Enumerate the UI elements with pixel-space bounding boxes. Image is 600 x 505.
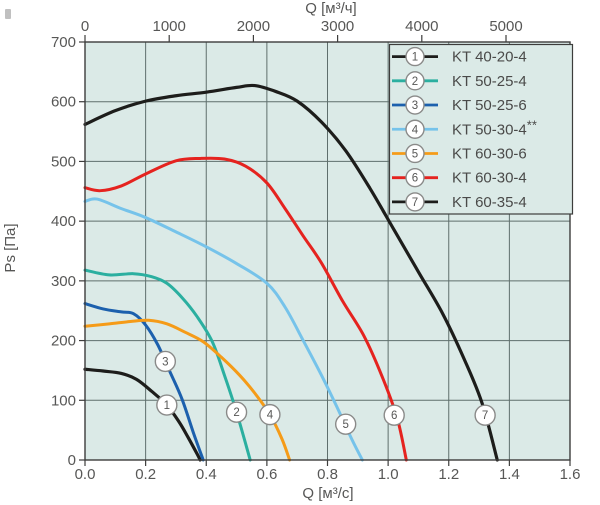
left-axis-tick-label: 600 [51,94,76,111]
legend-number-circle-icon [405,143,425,164]
legend-number-circle-icon [405,95,425,115]
legend-item-kt-50-30-4: 4 KT 50-30-4** [392,117,537,139]
bottom-axis-tick-label: 0.2 [135,466,156,483]
scan-artifact-mark [5,9,11,19]
curve-marker-6: 6 [383,404,405,426]
legend-item-kt-50-25-6: 3 KT 50-25-6 [392,95,527,115]
marker-number: 4 [267,410,274,422]
legend-item-kt-60-35-4: 7 KT 60-35-4 [392,192,527,212]
curve-marker-4: 4 [259,403,281,426]
legend-item-kt-40-20-4: 1 KT 40-20-4 [392,46,527,67]
legend-label: KT 60-30-6 [452,145,527,162]
legend-number-circle-icon [405,167,425,188]
legend-label: KT 50-25-4 [452,73,527,90]
bottom-axis-tick-label: 0.8 [317,466,338,483]
marker-circle-icon [334,413,357,435]
legend-label: KT 50-30-4** [452,117,537,138]
legend-item-kt-60-30-6: 5 KT 60-30-6 [392,143,527,164]
legend-label: KT 60-35-4 [452,194,527,211]
marker-number: 3 [162,356,168,368]
top-axis-tick-label: 1000 [153,18,186,35]
legend-number: 7 [412,197,418,209]
bottom-axis: 0.0 0.2 0.4 0.6 0.8 1.0 1.2 1.4 1.6 [75,460,581,483]
left-axis-tick-label: 0 [68,452,76,469]
marker-number: 2 [233,407,239,419]
legend: 1 KT 40-20-4 2 KT 50-25-4 3 KT 50-25-6 4 KT 50-… [388,43,574,215]
curve-kt-50-30-4 [83,197,364,462]
marker-number: 5 [342,419,348,431]
bottom-axis-tick-label: 0.6 [256,466,277,483]
curve-kt-60-30-4 [83,156,408,462]
left-axis-tick-label: 500 [51,153,76,170]
bottom-axis-tick-label: 1.0 [378,466,399,483]
left-axis-tick-label: 400 [51,213,76,230]
top-axis-tick-label: 3000 [321,18,354,35]
top-axis-tick-label: 2000 [237,18,270,35]
marker-circle-icon [225,401,248,423]
curve-kt-50-25-4 [83,268,252,462]
left-axis-tick-label: 300 [51,273,76,290]
bottom-axis-tick-label: 0.4 [196,466,217,483]
curve-marker-5: 5 [334,413,357,435]
legend-number-circle-icon [405,71,425,91]
top-axis-title: Q [м³/ч] [305,0,356,17]
marker-circle-icon [259,403,281,426]
marker-circle-icon [156,394,178,416]
legend-number: 4 [412,124,419,136]
marker-circle-icon [474,404,496,426]
curve-markers: 1 2 3 4 5 6 7 [154,350,496,435]
top-axis-tick-label: 4000 [405,18,438,35]
marker-number: 7 [482,410,488,422]
curve-marker-1: 1 [156,394,178,416]
legend-number: 3 [412,100,418,112]
bottom-axis-tick-label: 1.2 [438,466,459,483]
bottom-axis-tick-label: 0.0 [75,466,96,483]
curve-marker-3: 3 [154,350,177,373]
left-axis-tick-label: 200 [51,333,76,350]
legend-label: KT 40-20-4 [452,49,527,66]
legend-number-circle-icon [405,119,425,139]
legend-number-circle-icon [405,46,425,67]
top-axis-tick-label: 5000 [489,18,522,35]
legend-number-circle-icon [405,192,425,212]
bottom-axis-tick-label: 1.4 [499,466,520,483]
legend-label: KT 60-30-4 [452,170,527,187]
marker-number: 1 [164,400,170,412]
marker-number: 6 [391,410,397,422]
curve-marker-2: 2 [225,401,248,423]
marker-circle-icon [154,350,177,373]
curve-kt-60-35-4 [83,83,499,462]
curve-kt-50-25-6 [83,302,205,462]
top-axis-tick-label: 0 [81,18,89,35]
legend-item-kt-60-30-4: 6 KT 60-30-4 [392,167,527,188]
left-axis-tick-label: 100 [51,392,76,409]
left-axis-tick-label: 700 [51,34,76,51]
legend-number: 2 [412,76,418,88]
legend-item-kt-50-25-4: 2 KT 50-25-4 [392,71,527,91]
left-axis-title: Ps [Па] [2,223,19,272]
curve-marker-7: 7 [474,404,496,426]
legend-number: 6 [412,173,418,185]
legend-number: 1 [412,52,418,64]
legend-label: KT 50-25-6 [452,97,527,114]
bottom-axis-title: Q [м³/с] [302,485,353,502]
left-axis: 0 100 200 300 400 500 600 700 [51,34,85,469]
legend-number: 5 [412,148,418,160]
marker-circle-icon [383,404,405,426]
top-axis: 0 1000 2000 3000 4000 5000 [81,18,523,42]
bottom-axis-tick-label: 1.6 [560,466,581,483]
